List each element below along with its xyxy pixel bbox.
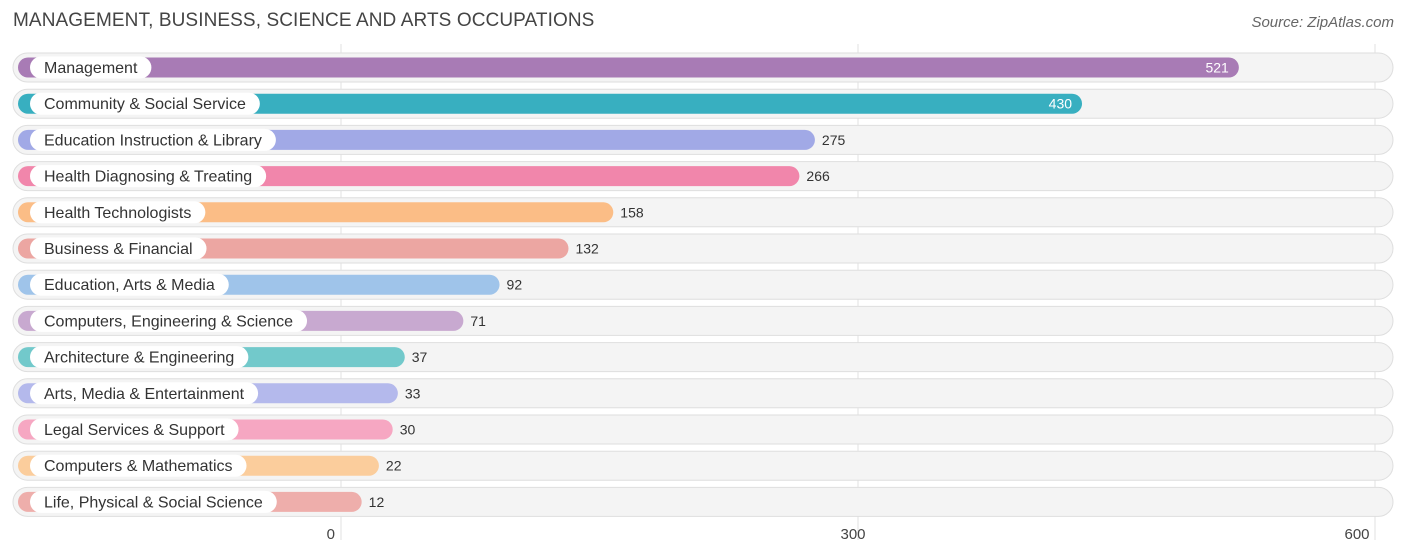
bar-label: Computers, Engineering & Science <box>44 313 293 330</box>
value-label: 37 <box>412 349 428 365</box>
bar-label: Architecture & Engineering <box>44 350 234 367</box>
chart-title: MANAGEMENT, BUSINESS, SCIENCE AND ARTS O… <box>13 10 595 31</box>
bar-row: Legal Services & Support 30 <box>12 414 1394 445</box>
bar-label-pill <box>30 309 308 332</box>
bar-rows: Management 521 Community & Social Service 4… <box>12 52 1394 517</box>
bar-row: Management 521 <box>12 52 1394 83</box>
bar-label-pill <box>30 165 267 188</box>
x-tick-label: 0 <box>327 526 335 543</box>
bar-label: Health Diagnosing & Treating <box>44 169 252 186</box>
bar-row: Health Diagnosing & Treating 266 <box>12 161 1394 192</box>
bar-label: Computers & Mathematics <box>44 458 233 475</box>
x-tick-label: 600 <box>1344 526 1369 543</box>
bar-row: Architecture & Engineering 37 <box>12 342 1394 373</box>
bar-row: Computers, Engineering & Science 71 <box>12 305 1394 336</box>
bar-row: Health Technologists 158 <box>12 197 1394 228</box>
bar-label-pill <box>30 56 152 79</box>
bar-label-pill <box>30 454 247 477</box>
bar-label-pill <box>30 418 239 441</box>
value-label: 521 <box>1205 60 1229 76</box>
bar <box>18 57 1239 78</box>
value-label: 266 <box>806 168 830 184</box>
bar-label-pill <box>30 128 276 151</box>
bar-label: Community & Social Service <box>44 96 246 113</box>
x-tick-label: 300 <box>840 526 865 543</box>
bar-label-pill <box>30 201 206 224</box>
bar-label-pill <box>30 490 277 513</box>
value-label: 30 <box>400 422 416 438</box>
bar-label: Health Technologists <box>44 205 191 222</box>
bar-label-pill <box>30 346 249 369</box>
value-label: 430 <box>1049 96 1073 112</box>
value-label: 33 <box>405 385 421 401</box>
x-axis-ticks: 0 300 600 <box>327 526 1370 543</box>
bar-label: Management <box>44 60 138 77</box>
bar-row: Education Instruction & Library 275 <box>12 124 1394 155</box>
chart-source: Source: ZipAtlas.com <box>1251 14 1394 31</box>
bar-label-pill <box>30 382 259 405</box>
bar-label: Arts, Media & Entertainment <box>44 386 245 403</box>
bar-label: Life, Physical & Social Science <box>44 494 263 511</box>
bar-label-pill <box>30 92 260 115</box>
bar-label-pill <box>30 273 229 296</box>
bar-label-pill <box>30 237 207 260</box>
bar-label: Business & Financial <box>44 241 193 258</box>
value-label: 71 <box>470 313 486 329</box>
value-label: 22 <box>386 458 402 474</box>
value-label: 275 <box>822 132 846 148</box>
bar-label: Legal Services & Support <box>44 422 225 439</box>
value-label: 12 <box>369 494 385 510</box>
bar <box>18 93 1083 114</box>
value-label: 132 <box>575 241 599 257</box>
bar-row: Community & Social Service 430 <box>12 88 1394 119</box>
bar-row: Life, Physical & Social Science 12 <box>12 486 1394 517</box>
bar-row: Computers & Mathematics 22 <box>12 450 1394 481</box>
bar-label: Education Instruction & Library <box>44 132 262 149</box>
value-label: 158 <box>620 204 644 220</box>
bar-row: Education, Arts & Media 92 <box>12 269 1394 300</box>
value-label: 92 <box>507 277 523 293</box>
bar-label: Education, Arts & Media <box>44 277 215 294</box>
bar-row: Business & Financial 132 <box>12 233 1394 264</box>
bar-row: Arts, Media & Entertainment 33 <box>12 378 1394 409</box>
